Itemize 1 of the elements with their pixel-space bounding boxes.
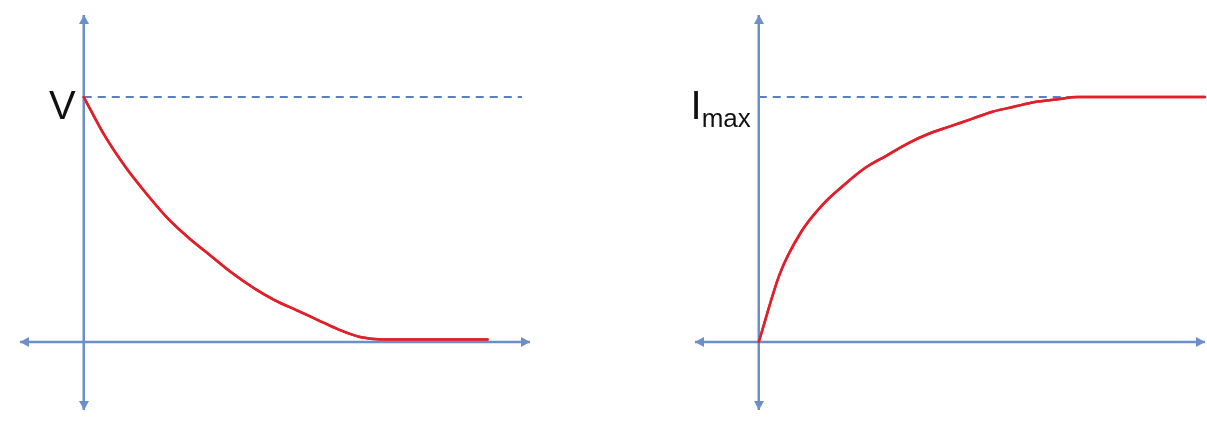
ref-line-label: V <box>49 83 77 128</box>
